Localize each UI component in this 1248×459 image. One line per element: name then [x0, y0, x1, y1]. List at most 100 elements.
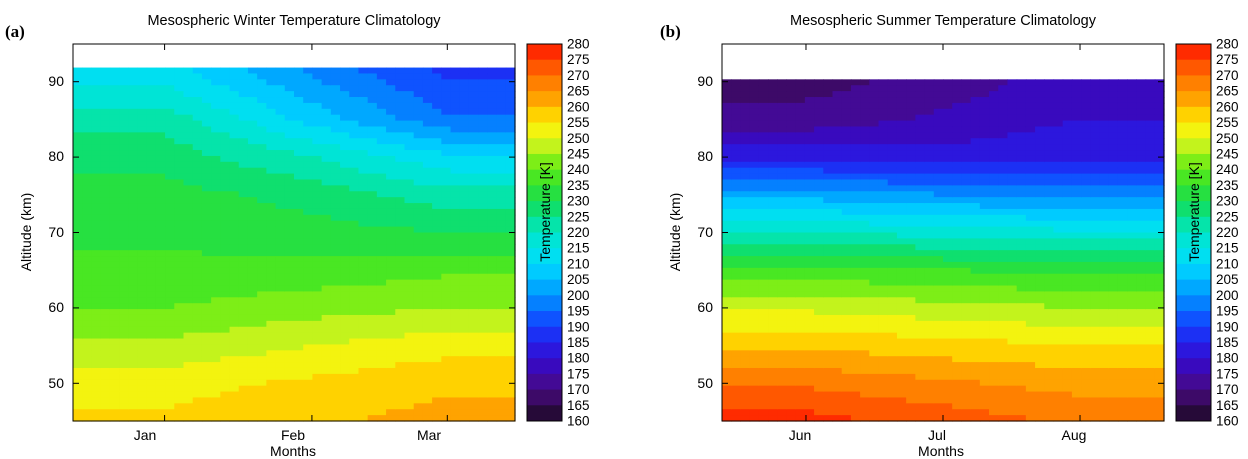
- heatmap-cell: [979, 197, 990, 204]
- heatmap-cell: [284, 244, 295, 251]
- heatmap-cell: [413, 291, 424, 298]
- heatmap-cell: [229, 273, 240, 281]
- heatmap-cell: [896, 167, 907, 175]
- heatmap-cell: [82, 332, 93, 340]
- heatmap-cell: [487, 102, 498, 110]
- heatmap-cell: [146, 385, 157, 393]
- heatmap-cell: [749, 379, 760, 387]
- colorbar-band: [527, 216, 562, 233]
- heatmap-cell: [312, 285, 323, 293]
- heatmap-cell: [731, 132, 742, 139]
- heatmap-cell: [266, 73, 277, 80]
- heatmap-cell: [367, 102, 378, 110]
- heatmap-cell: [924, 385, 935, 393]
- heatmap-cell: [814, 273, 824, 281]
- heatmap-cell: [247, 297, 258, 304]
- heatmap-cell: [450, 314, 461, 322]
- heatmap-cell: [294, 138, 304, 145]
- heatmap-cell: [887, 132, 898, 139]
- heatmap-cell: [413, 208, 424, 216]
- heatmap-cell: [257, 226, 267, 234]
- heatmap-cell: [294, 102, 304, 110]
- heatmap-cell: [915, 403, 926, 410]
- heatmap-cell: [731, 415, 742, 422]
- heatmap-cell: [211, 379, 221, 387]
- heatmap-cell: [229, 279, 240, 287]
- heatmap-cell: [832, 391, 843, 399]
- heatmap-cell: [100, 179, 111, 186]
- heatmap-cell: [146, 267, 157, 275]
- heatmap-cell: [109, 138, 120, 145]
- heatmap-cell: [211, 297, 221, 304]
- heatmap-cell: [165, 138, 175, 145]
- heatmap-cell: [376, 97, 387, 104]
- heatmap-cell: [450, 273, 461, 281]
- heatmap-cell: [878, 97, 889, 104]
- heatmap-cell: [943, 244, 953, 251]
- heatmap-cell: [832, 250, 843, 257]
- heatmap-cell: [878, 320, 889, 328]
- heatmap-cell: [413, 267, 424, 275]
- heatmap-cell: [312, 91, 323, 98]
- heatmap-cell: [82, 91, 93, 98]
- heatmap-cell: [432, 285, 442, 293]
- heatmap-cell: [146, 179, 157, 186]
- heatmap-cell: [386, 261, 396, 269]
- heatmap-cell: [979, 102, 990, 110]
- heatmap-cell: [404, 303, 415, 310]
- heatmap-cell: [229, 85, 240, 92]
- heatmap-cell: [349, 344, 360, 351]
- heatmap-cell: [349, 191, 360, 198]
- heatmap-cell: [487, 120, 498, 128]
- colorbar-tick-label: 270: [567, 68, 590, 83]
- heatmap-cell: [924, 161, 935, 169]
- heatmap-cell: [146, 155, 157, 163]
- panel-label: (a): [5, 22, 25, 41]
- heatmap-cell: [330, 126, 341, 133]
- heatmap-cell: [749, 144, 760, 151]
- heatmap-cell: [247, 144, 258, 151]
- heatmap-cell: [924, 97, 935, 104]
- heatmap-cell: [330, 191, 341, 198]
- heatmap-cell: [943, 297, 953, 304]
- heatmap-cell: [887, 314, 898, 322]
- heatmap-cell: [989, 409, 999, 416]
- heatmap-cell: [979, 167, 990, 175]
- colorbar-band: [527, 263, 562, 281]
- heatmap-cell: [386, 220, 396, 228]
- heatmap-cell: [275, 161, 286, 169]
- heatmap-cell: [786, 150, 797, 157]
- heatmap-cell: [777, 238, 788, 245]
- heatmap-cell: [303, 79, 314, 86]
- heatmap-cell: [128, 326, 139, 334]
- heatmap-cell: [284, 326, 295, 334]
- heatmap-cell: [722, 279, 732, 287]
- heatmap-cell: [768, 297, 778, 304]
- heatmap-cell: [850, 326, 861, 334]
- heatmap-cell: [91, 102, 102, 110]
- heatmap-cell: [478, 303, 488, 310]
- heatmap-cell: [487, 397, 498, 404]
- heatmap-cell: [257, 144, 267, 151]
- heatmap-cell: [220, 409, 231, 416]
- heatmap-cell: [906, 373, 916, 381]
- heatmap-cell: [128, 332, 139, 340]
- heatmap-cell: [284, 256, 295, 263]
- heatmap-cell: [376, 73, 387, 80]
- heatmap-cell: [896, 373, 907, 381]
- y-tick-label: 90: [48, 73, 64, 89]
- heatmap-cell: [478, 297, 488, 304]
- heatmap-cell: [82, 203, 93, 210]
- heatmap-cell: [211, 144, 221, 151]
- heatmap-cell: [869, 297, 880, 304]
- heatmap-cell: [441, 415, 452, 422]
- heatmap-cell: [432, 350, 442, 357]
- heatmap-cell: [758, 214, 769, 222]
- heatmap-cell: [795, 144, 806, 151]
- heatmap-cell: [294, 285, 304, 293]
- heatmap-cell: [961, 356, 972, 363]
- heatmap-cell: [128, 185, 139, 192]
- heatmap-cell: [804, 279, 815, 287]
- heatmap-cell: [266, 232, 277, 239]
- heatmap-cell: [749, 373, 760, 381]
